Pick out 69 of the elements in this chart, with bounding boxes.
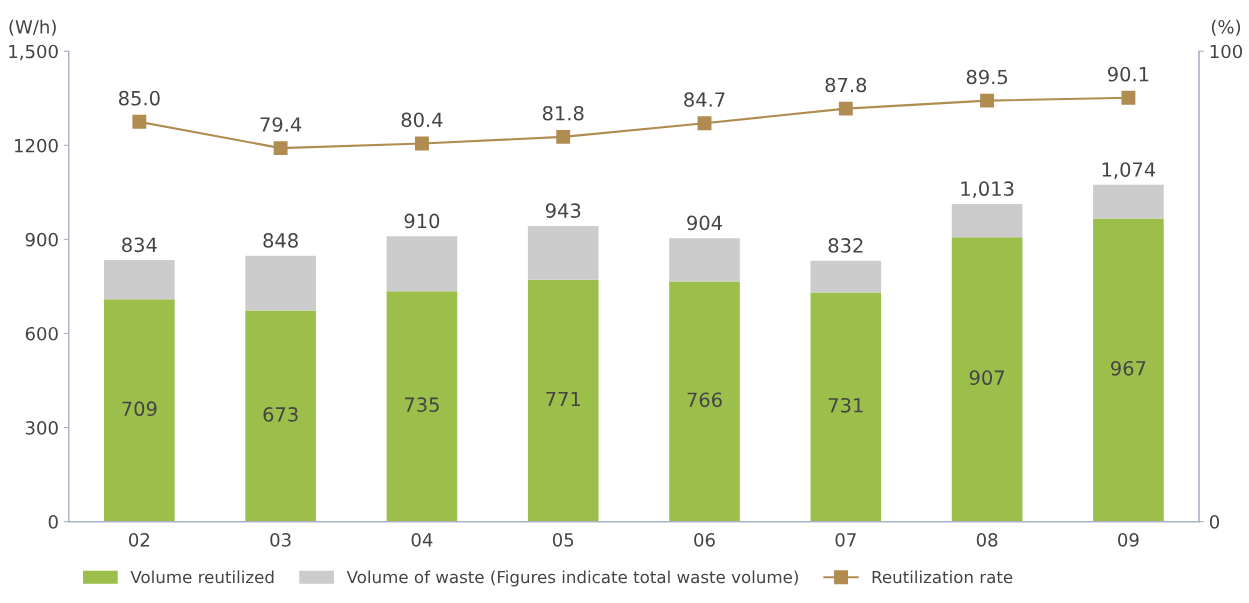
bar [669,281,740,522]
legend-label: Volume of waste (Figures indicate total waste volume) [346,570,798,587]
bar [951,203,1023,238]
y-tick-label: 1200 [15,138,58,153]
bar [527,225,599,280]
data-label: 79.4 [260,117,302,132]
y2-tick-label: 0 [1209,515,1220,529]
total-label: 904 [687,215,722,231]
point [1121,90,1136,105]
point [132,114,147,129]
data-label: 81.8 [542,105,584,121]
total-label: 1,074 [1102,162,1156,179]
point [980,93,995,108]
bar [527,279,599,522]
point [556,129,571,144]
legend-label: Volume reutilized [130,570,274,584]
bar [386,236,458,292]
point [273,141,288,156]
data-label: 80.4 [401,112,443,128]
data-label: 907 [969,370,1004,386]
data-label: 771 [546,391,580,407]
y2-axis-title: (%) [1211,19,1241,36]
bar [669,238,740,282]
data-label: 87.8 [825,77,867,93]
point [838,101,853,116]
bar [245,310,316,522]
y-tick-label: 0 [48,515,58,529]
y-tick-label: 600 [25,326,58,341]
bar [1093,184,1164,219]
data-label: 85.0 [119,90,160,106]
x-tick-label: 08 [976,533,998,547]
data-label: 90.1 [1107,66,1149,82]
bar [810,260,882,293]
bar [104,299,175,522]
bar [810,292,882,522]
data-label: 709 [122,401,157,417]
total-label: 910 [404,213,440,229]
data-label: 89.5 [966,69,1008,85]
x-tick-label: 06 [694,533,715,547]
x-tick-label: 03 [270,533,291,547]
data-label: 84.7 [684,92,725,107]
total-label: 848 [263,233,298,248]
point [414,136,429,151]
total-label: 1,013 [961,181,1014,199]
y-tick-label: 900 [25,232,58,247]
bar [1093,218,1164,522]
bar [951,237,1023,522]
y-tick-label: 1,500 [9,44,58,61]
data-label: 731 [828,397,863,413]
total-label: 943 [545,203,581,218]
total-label: 832 [828,238,863,253]
x-tick-label: 04 [411,533,433,547]
y2-tick-label: 100 [1210,44,1243,59]
legend-label: Reutilization rate [872,570,1013,584]
data-label: 673 [263,407,298,422]
point [697,116,712,131]
y-tick-label: 300 [25,420,58,435]
x-tick-label: 09 [1118,533,1139,547]
data-label: 766 [687,392,722,408]
data-label: 967 [1111,360,1146,376]
x-tick-label: 02 [129,533,150,547]
bar [386,291,458,522]
y-axis-title: (W/h) [9,19,56,36]
data-label: 735 [404,397,439,412]
bar [245,255,316,311]
total-label: 834 [122,237,157,253]
x-tick-label: 05 [552,533,574,547]
bar [104,260,175,300]
x-tick-label: 07 [835,533,856,547]
